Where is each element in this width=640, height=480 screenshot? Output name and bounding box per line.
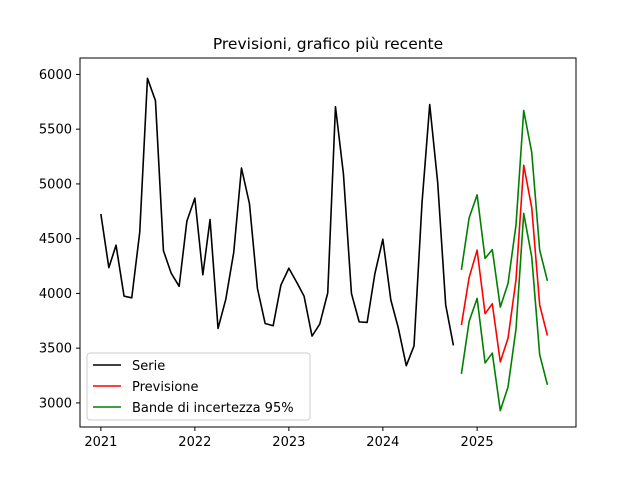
series-line-2 bbox=[460, 109, 549, 308]
legend-label: Bande di incertezza 95% bbox=[132, 401, 294, 416]
y-tick-label: 3500 bbox=[39, 342, 72, 357]
y-tick-label: 4000 bbox=[39, 287, 72, 302]
x-tick-label: 2023 bbox=[272, 435, 305, 450]
series-lines bbox=[100, 77, 549, 412]
legend-entries: Serie Previsione Bande di incertezza 95% bbox=[93, 359, 294, 416]
series-line-0 bbox=[100, 77, 455, 367]
y-tick-label: 5500 bbox=[39, 123, 72, 138]
chart-title: Previsioni, grafico più recente bbox=[213, 35, 443, 53]
x-tick-label: 2024 bbox=[366, 435, 399, 450]
plot-area-frame bbox=[79, 57, 577, 428]
x-axis: 2021 2022 2023 2024 2025 bbox=[84, 427, 494, 450]
x-tick-label: 2021 bbox=[84, 435, 117, 450]
y-tick-label: 4500 bbox=[39, 232, 72, 247]
x-tick-label: 2025 bbox=[461, 435, 494, 450]
series-line-3 bbox=[460, 212, 549, 412]
x-tick-label: 2022 bbox=[178, 435, 211, 450]
y-axis: 3000 3500 4000 4500 5000 5500 6000 bbox=[39, 68, 80, 411]
series-line-1 bbox=[460, 164, 549, 363]
y-tick-label: 3000 bbox=[39, 396, 72, 411]
y-tick-label: 5000 bbox=[39, 177, 72, 192]
legend-box bbox=[86, 352, 311, 421]
legend: Serie Previsione Bande di incertezza 95% bbox=[86, 352, 311, 421]
legend-label: Serie bbox=[132, 359, 165, 374]
legend-label: Previsione bbox=[132, 380, 199, 395]
y-tick-label: 6000 bbox=[39, 68, 72, 83]
